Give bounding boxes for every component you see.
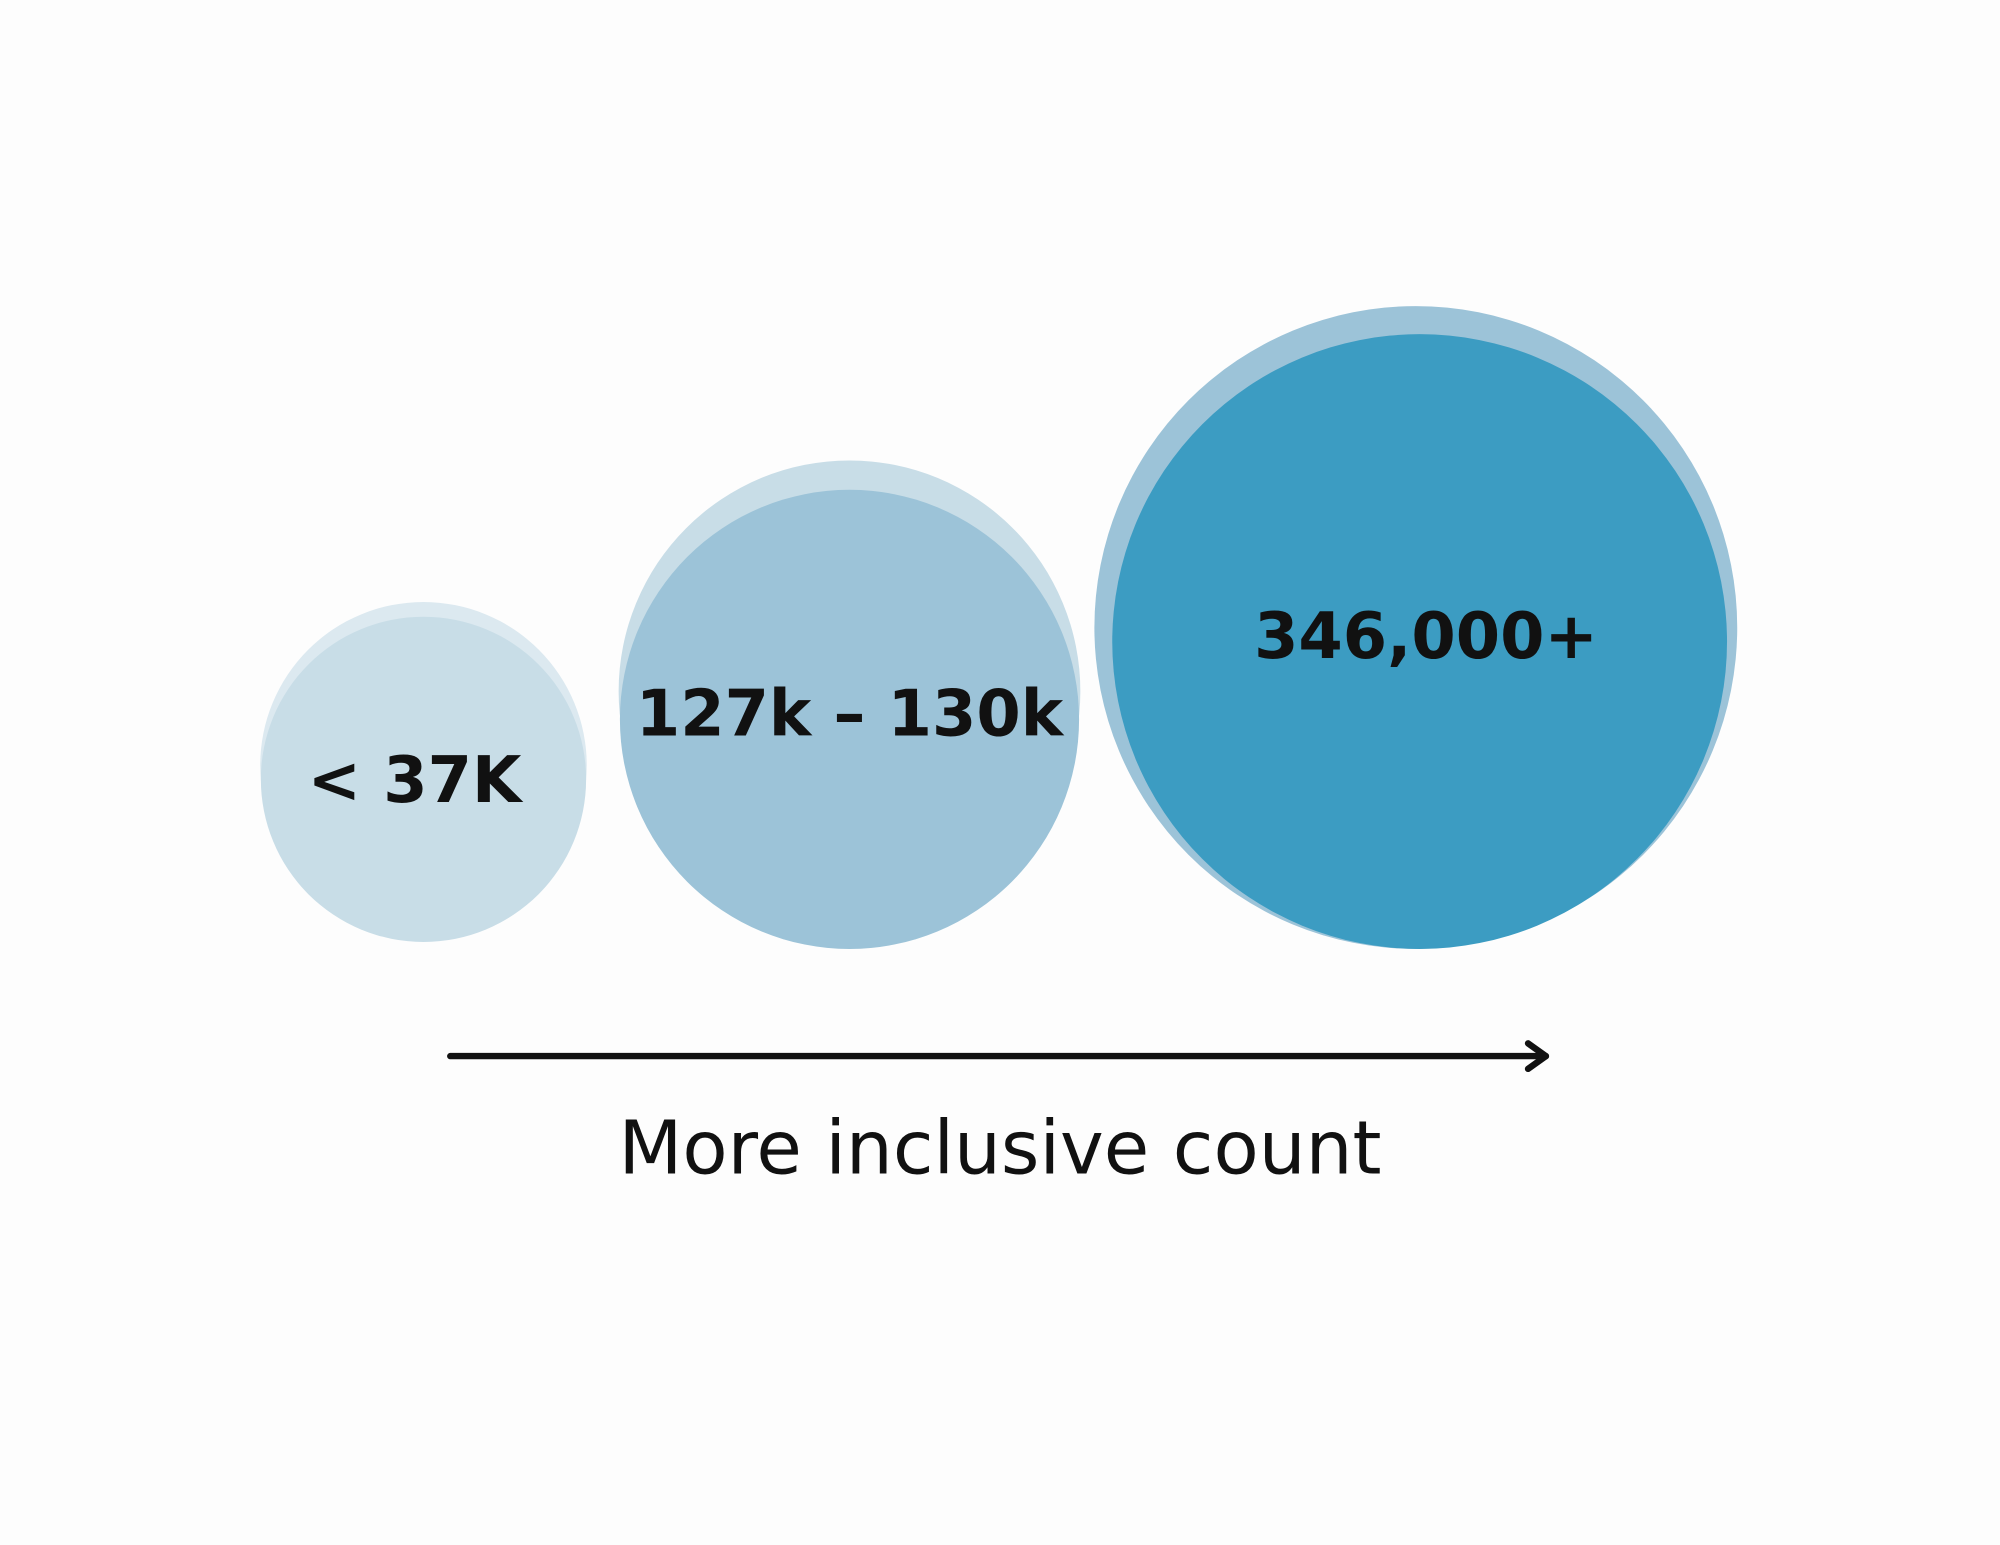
node-label: < 37K — [308, 744, 524, 818]
circle-front — [260, 616, 587, 942]
arrow — [447, 1040, 1550, 1073]
circle-small: < 37K — [260, 602, 587, 942]
arrow-caption: More inclusive count — [619, 1106, 1382, 1192]
circle-front — [619, 489, 1080, 949]
arrow-head — [1524, 1040, 1550, 1073]
circle-front — [1112, 334, 1728, 949]
node-label: 127k – 130k — [636, 678, 1065, 752]
circle-medium: 127k – 130k — [618, 460, 1081, 949]
node-label: 346,000+ — [1254, 600, 1598, 674]
circle-large: 346,000+ — [1094, 306, 1738, 949]
